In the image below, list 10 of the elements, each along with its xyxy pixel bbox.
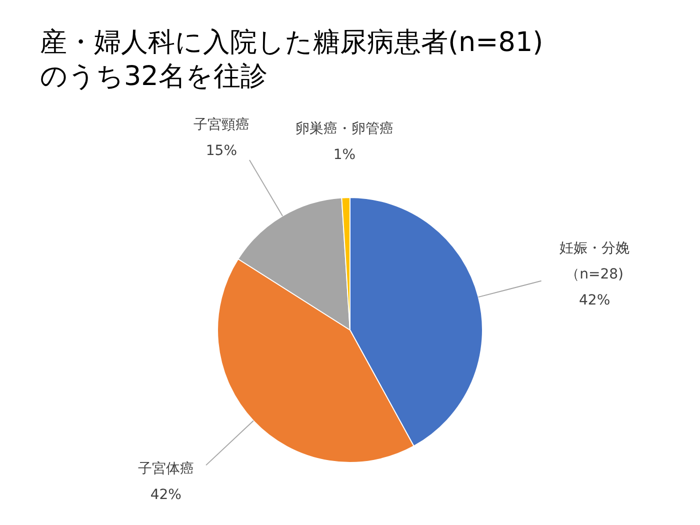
slice-label: 子宮頸癌 — [193, 117, 250, 134]
slice-label: 子宮体癌 — [138, 460, 194, 477]
data-label: 15% — [206, 143, 238, 160]
data-label: 42% — [150, 486, 182, 503]
data-label: 42% — [579, 292, 610, 308]
slice-label: 妊娠・分娩 — [560, 240, 630, 256]
slice-label: 卵巣癌・卵管癌 — [295, 121, 394, 138]
text: （n=28) — [566, 266, 624, 282]
chart-title: 産・婦人科に入院した糖尿病患者(n=81) のうち32名を往診 — [40, 26, 544, 94]
data-label: 1% — [333, 147, 356, 164]
